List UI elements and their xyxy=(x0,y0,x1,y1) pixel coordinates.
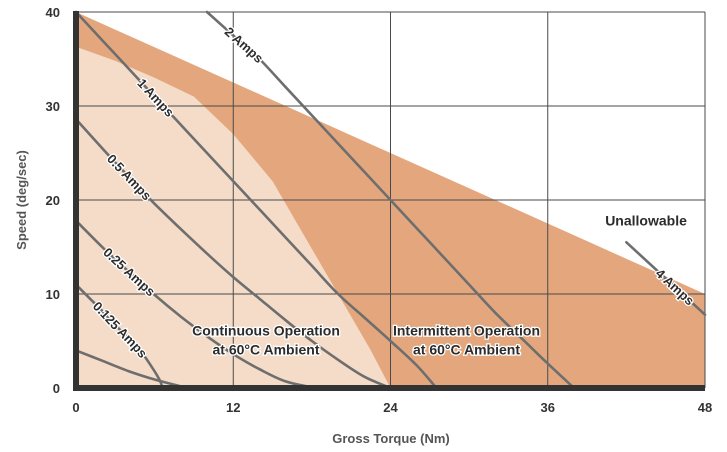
curve-unlabeled xyxy=(74,349,189,390)
x-tick-label: 0 xyxy=(72,400,79,415)
current-curves xyxy=(74,10,707,390)
region-label: Continuous Operation xyxy=(192,323,340,339)
x-tick-label: 12 xyxy=(226,400,240,415)
curve-4-amps xyxy=(625,241,707,316)
region-label: at 60°C Ambient xyxy=(213,342,320,358)
curve-1-amps xyxy=(74,10,438,390)
curve-2-amps xyxy=(205,10,576,390)
axes xyxy=(73,11,705,391)
curve-0-5-amps xyxy=(74,117,392,390)
y-tick-label: 40 xyxy=(46,5,60,20)
y-tick-label: 10 xyxy=(46,287,60,302)
x-tick-label: 24 xyxy=(383,400,398,415)
x-axis-title: Gross Torque (Nm) xyxy=(332,431,450,446)
region-label: at 60°C Ambient xyxy=(413,342,520,358)
y-tick-label: 0 xyxy=(53,381,60,396)
region-label: Unallowable xyxy=(605,213,687,229)
y-axis-title: Speed (deg/sec) xyxy=(14,150,29,250)
x-tick-label: 36 xyxy=(541,400,555,415)
curve-0-125-amps xyxy=(74,283,164,390)
y-tick-label: 30 xyxy=(46,99,60,114)
curve-0-25-amps xyxy=(74,219,318,390)
region-label: Intermittent Operation xyxy=(393,323,540,339)
tick-labels: 0 12 24 36 48 0 10 20 30 40 xyxy=(46,5,713,415)
y-tick-label: 20 xyxy=(46,193,60,208)
x-tick-label: 48 xyxy=(698,400,712,415)
